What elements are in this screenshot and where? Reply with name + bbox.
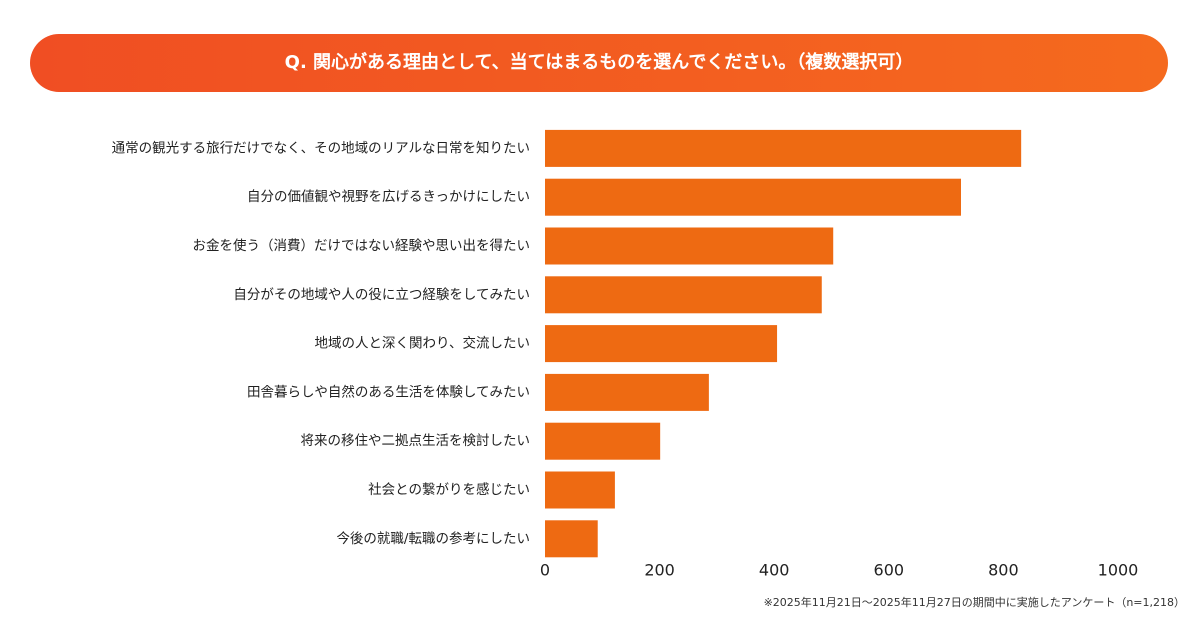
bar	[545, 227, 834, 265]
x-tick-label: 400	[759, 561, 790, 580]
bar	[545, 422, 661, 460]
x-tick-label: 600	[874, 561, 905, 580]
bar	[545, 373, 709, 411]
bar	[545, 129, 1022, 167]
y-tick-label: 田舎暮らしや自然のある生活を体験してみたい	[247, 383, 530, 400]
y-tick-label: お金を使う（消費）だけではない経験や思い出を得たい	[193, 237, 531, 254]
x-tick-label: 800	[988, 561, 1019, 580]
y-tick-label: 社会との繋がりを感じたい	[368, 481, 530, 498]
y-tick-label: 将来の移住や二拠点生活を検討したい	[301, 433, 531, 449]
y-tick-label: 自分がその地域や人の役に立つ経験をしてみたい	[233, 287, 530, 303]
bar	[545, 471, 615, 509]
footnote: ※2025年11月21日～2025年11月27日の期間中に実施したアンケート（n…	[764, 595, 1185, 609]
y-tick-label: 今後の就職/転職の参考にしたい	[336, 530, 530, 547]
x-tick-label: 1000	[1098, 561, 1139, 580]
y-tick-label: 地域の人と深く関わり、交流したい	[315, 335, 530, 352]
title-banner	[30, 34, 1168, 92]
y-tick-label: 通常の観光する旅行だけでなく、その地域のリアルな日常を知りたい	[112, 139, 530, 156]
chart-title: Q. 関心がある理由として、当てはまるものを選んでください。（複数選択可）	[285, 51, 914, 73]
y-tick-label: 自分の価値観や視野を広げるきっかけにしたい	[247, 188, 530, 205]
bar	[545, 325, 778, 363]
x-tick-label: 200	[644, 561, 675, 580]
bar	[545, 178, 961, 216]
x-tick-label: 0	[540, 561, 550, 580]
bar	[545, 520, 598, 558]
bar	[545, 276, 822, 314]
